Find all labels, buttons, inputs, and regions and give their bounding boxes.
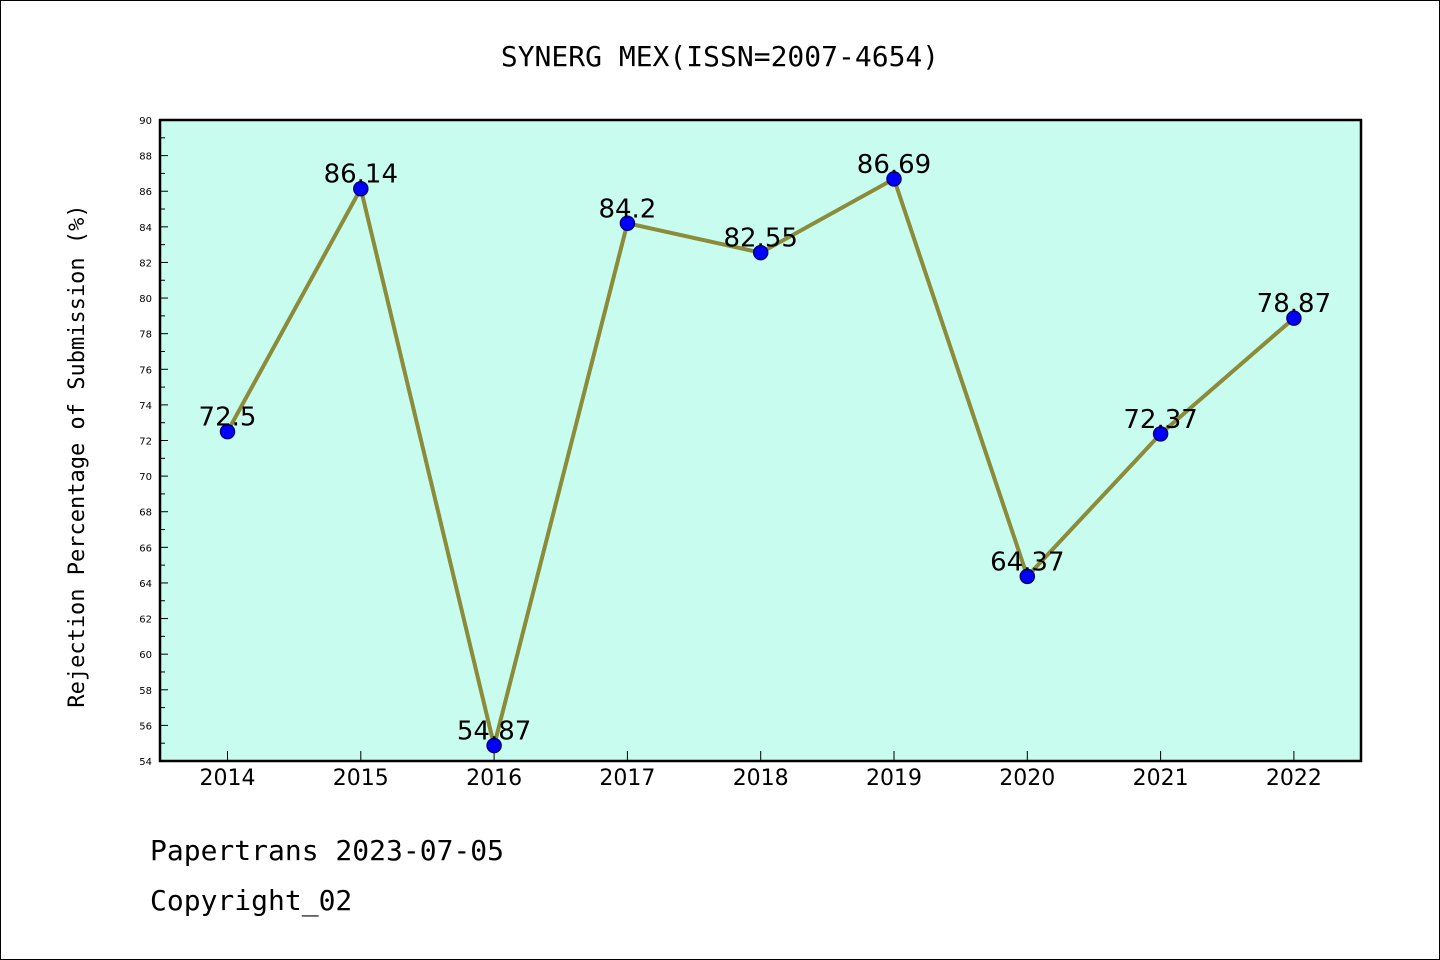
data-label: 72.5 xyxy=(199,403,257,433)
plot-area xyxy=(158,118,1363,763)
y-tick-label: 80 xyxy=(139,294,152,305)
data-label: 54.87 xyxy=(457,717,531,747)
data-point-2021 xyxy=(1152,426,1169,442)
y-tick-label: 88 xyxy=(139,152,152,163)
x-axis: 2014 2015 2016 2017 2018 2019 2020 2021 2022 xyxy=(200,751,1322,791)
data-label: 64.37 xyxy=(990,547,1064,577)
footer-date: Papertrans 2023-07-05 xyxy=(150,834,505,867)
y-axis-label: Rejection Percentage of Submission (%) xyxy=(65,204,90,707)
data-point-2022 xyxy=(1286,310,1302,326)
x-tick-label: 2020 xyxy=(999,766,1055,791)
x-tick-label: 2016 xyxy=(466,766,522,791)
chart-title: SYNERG MEX(ISSN=2007-4654) xyxy=(501,40,939,73)
y-tick-label: 56 xyxy=(139,721,152,732)
y-tick-label: 68 xyxy=(139,508,152,519)
data-point-2016 xyxy=(486,737,502,754)
x-tick-label: 2014 xyxy=(200,766,256,791)
data-point-2014 xyxy=(219,423,236,440)
y-tick-label: 76 xyxy=(139,365,152,376)
y-tick-label: 60 xyxy=(139,650,152,661)
y-tick-label: 70 xyxy=(139,472,152,483)
y-tick-label: 54 xyxy=(139,757,152,768)
data-label: 86.69 xyxy=(857,150,931,180)
y-tick-label: 78 xyxy=(139,330,152,341)
x-tick-label: 2021 xyxy=(1133,766,1189,791)
x-tick-label: 2022 xyxy=(1266,766,1322,791)
data-point-2018 xyxy=(752,244,769,261)
footer-copyright: Copyright_02 xyxy=(150,884,353,917)
y-tick-label: 58 xyxy=(139,686,152,697)
data-labels: 72.5 86.14 54.87 84.2 82.55 86.69 64.37 72.37 78… xyxy=(199,150,1332,747)
data-label: 82.55 xyxy=(723,224,797,254)
data-label: 86.14 xyxy=(324,160,398,190)
y-tick-label: 64 xyxy=(139,579,152,590)
y-tick-label: 74 xyxy=(139,401,152,412)
y-tick-label: 62 xyxy=(139,615,152,626)
data-label: 84.2 xyxy=(598,194,656,224)
data-point-2015 xyxy=(353,180,369,197)
series-rejection xyxy=(219,171,1302,754)
y-tick-label: 86 xyxy=(139,187,152,198)
data-point-2020 xyxy=(1019,568,1036,585)
data-point-2019 xyxy=(886,171,902,187)
y-tick-label: 66 xyxy=(139,543,152,554)
y-tick-label: 84 xyxy=(139,223,152,234)
y-tick-label: 82 xyxy=(139,258,152,269)
x-tick-label: 2018 xyxy=(733,766,789,791)
y-tick-label: 72 xyxy=(139,437,152,448)
y-tick-label: 90 xyxy=(139,116,152,127)
data-point-2017 xyxy=(619,215,636,232)
x-tick-label: 2017 xyxy=(599,766,655,791)
x-tick-label: 2019 xyxy=(866,766,922,791)
x-tick-label: 2015 xyxy=(333,766,389,791)
y-axis: 54 56 58 60 62 64 66 68 70 72 74 76 78 80 82 84 86 88 90 xyxy=(139,116,168,768)
data-label: 78.87 xyxy=(1257,289,1331,319)
data-label: 72.37 xyxy=(1123,405,1197,435)
